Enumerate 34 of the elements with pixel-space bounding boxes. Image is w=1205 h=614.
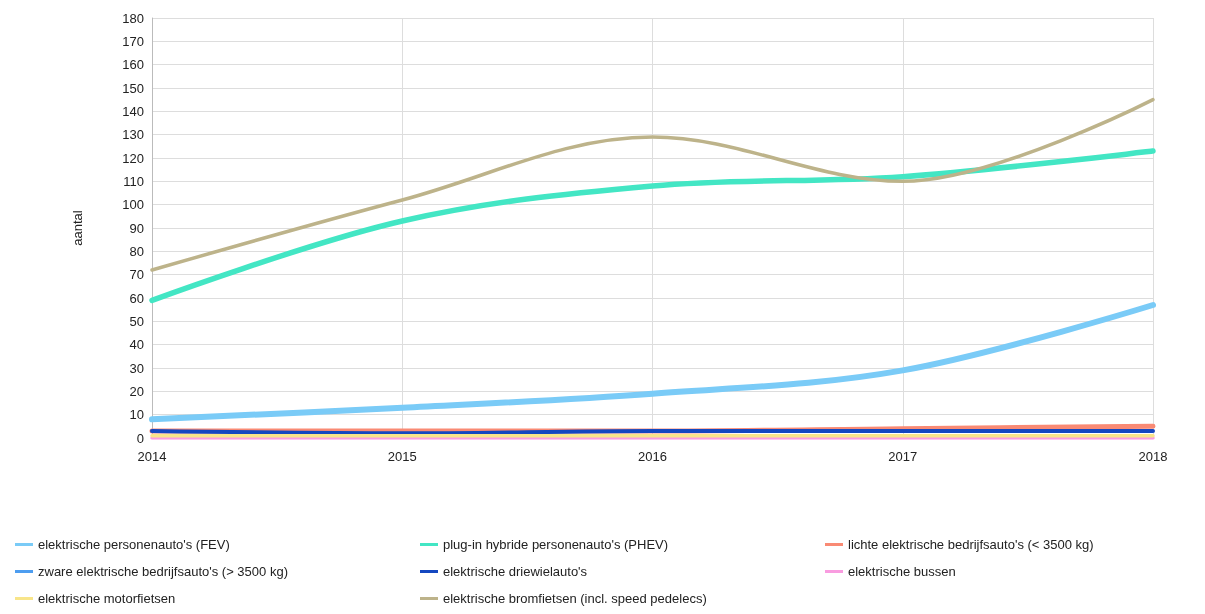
y-tick-label: 20	[129, 383, 144, 399]
y-tick-label: 140	[122, 103, 144, 119]
legend-label: plug-in hybride personenauto's (PHEV)	[443, 537, 669, 552]
y-tick-label: 10	[129, 407, 144, 423]
legend-label: elektrische bussen	[848, 564, 956, 579]
y-tick-label: 180	[122, 10, 144, 26]
y-tick-label: 60	[129, 290, 144, 306]
x-tick-label: 2015	[387, 449, 417, 464]
y-tick-label: 120	[122, 150, 144, 166]
y-tick-label: 40	[129, 337, 144, 353]
x-tick-label: 2016	[638, 449, 667, 464]
y-tick-label: 90	[129, 220, 144, 236]
y-tick-label: 160	[122, 57, 144, 73]
y-tick-label: 110	[123, 173, 144, 189]
x-tick-label: 2018	[1138, 449, 1168, 464]
y-tick-label: 50	[129, 313, 144, 329]
y-axis-title: aantal	[70, 210, 85, 246]
y-tick-label: 0	[136, 430, 144, 446]
legend-label: elektrische bromfietsen (incl. speed pedelecs)	[443, 591, 707, 606]
y-tick-label: 80	[129, 243, 144, 259]
line-series	[150, 97, 1155, 272]
legend-label: zware elektrische bedrijfsauto's (> 3500 kg)	[38, 564, 288, 579]
legend-label: elektrische motorfietsen	[38, 591, 176, 606]
legend-label: elektrische driewielauto's	[443, 564, 588, 579]
y-tick-label: 100	[122, 197, 144, 213]
legend-label: elektrische personenauto's (FEV)	[38, 537, 230, 552]
legend-label: lichte elektrische bedrijfsauto's (< 3500 kg)	[848, 537, 1094, 552]
y-tick-label: 150	[122, 80, 144, 96]
y-tick-label: 170	[122, 33, 144, 49]
y-tick-label: 130	[122, 127, 144, 143]
x-tick-label: 2017	[888, 449, 918, 464]
x-tick-label: 2014	[137, 449, 167, 464]
y-tick-label: 70	[129, 267, 144, 283]
y-tick-label: 30	[129, 360, 144, 376]
